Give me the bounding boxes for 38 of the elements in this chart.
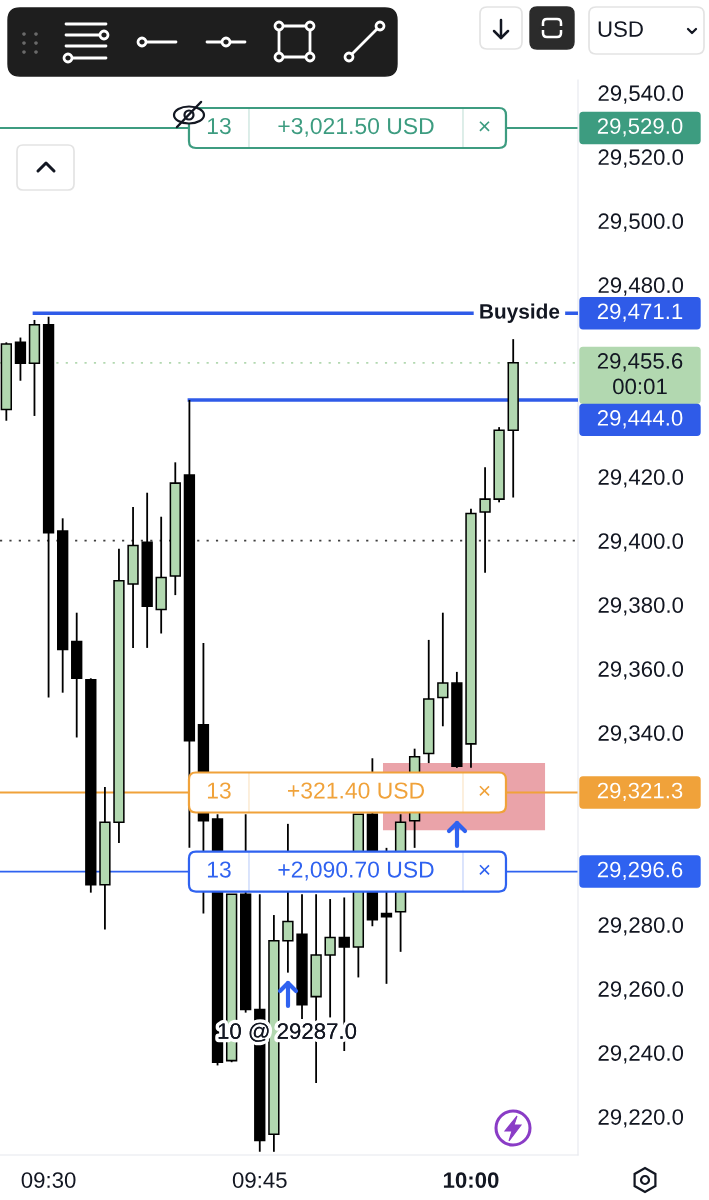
y-tick-label: 29,340.0 (598, 725, 684, 744)
annotation: +321.40 USD (288, 782, 425, 799)
y-tick-label: 29,360.0 (598, 661, 684, 680)
y-tick-label: 29,540.0 (598, 85, 684, 104)
candlestick (479, 466, 491, 574)
annotation: × (479, 864, 490, 875)
y-tick-label: 29,500.0 (598, 213, 684, 232)
ref-line-label: 29,529.0 (597, 118, 683, 137)
x-tick-label: 10:00 (443, 1172, 499, 1188)
text: 00:01 (613, 378, 667, 395)
data-label: 29,444.0 (597, 410, 683, 429)
y-tick-label: 29,220.0 (598, 1109, 684, 1128)
y-tick-label: 29,400.0 (598, 533, 684, 552)
annotation: × (479, 121, 490, 132)
series-label: Buyside (480, 303, 560, 323)
y-tick-label: 29,240.0 (598, 1045, 684, 1064)
annotation: +2,090.70 USD (278, 861, 434, 881)
candlestick (437, 611, 449, 728)
y-tick-label: 29,520.0 (598, 149, 684, 168)
data-label: 29,471.1 (597, 303, 683, 322)
annotation: 13 (207, 782, 231, 799)
y-tick-label: 29,260.0 (598, 981, 684, 1000)
x-tick-label: 09:45 (232, 1172, 287, 1188)
y-tick-label: 29,480.0 (598, 277, 684, 296)
text: USD (598, 21, 643, 37)
annotation: × (479, 785, 490, 796)
candlestick (14, 336, 27, 382)
y-tick-label: 29,380.0 (598, 597, 684, 616)
x-tick-label: 09:30 (21, 1172, 76, 1188)
ref-line-label: 29,455.6 (597, 353, 683, 372)
y-tick-label: 29,280.0 (598, 917, 684, 936)
annotation: +3,021.50 USD (278, 117, 434, 137)
candlestick (324, 898, 336, 1019)
annotation: 13 (207, 117, 231, 135)
annotation: 13 (207, 861, 231, 878)
ref-line-label: 29,296.6 (597, 861, 683, 881)
y-tick-label: 29,420.0 (598, 469, 684, 488)
ref-line-label: 29,321.3 (597, 782, 683, 802)
